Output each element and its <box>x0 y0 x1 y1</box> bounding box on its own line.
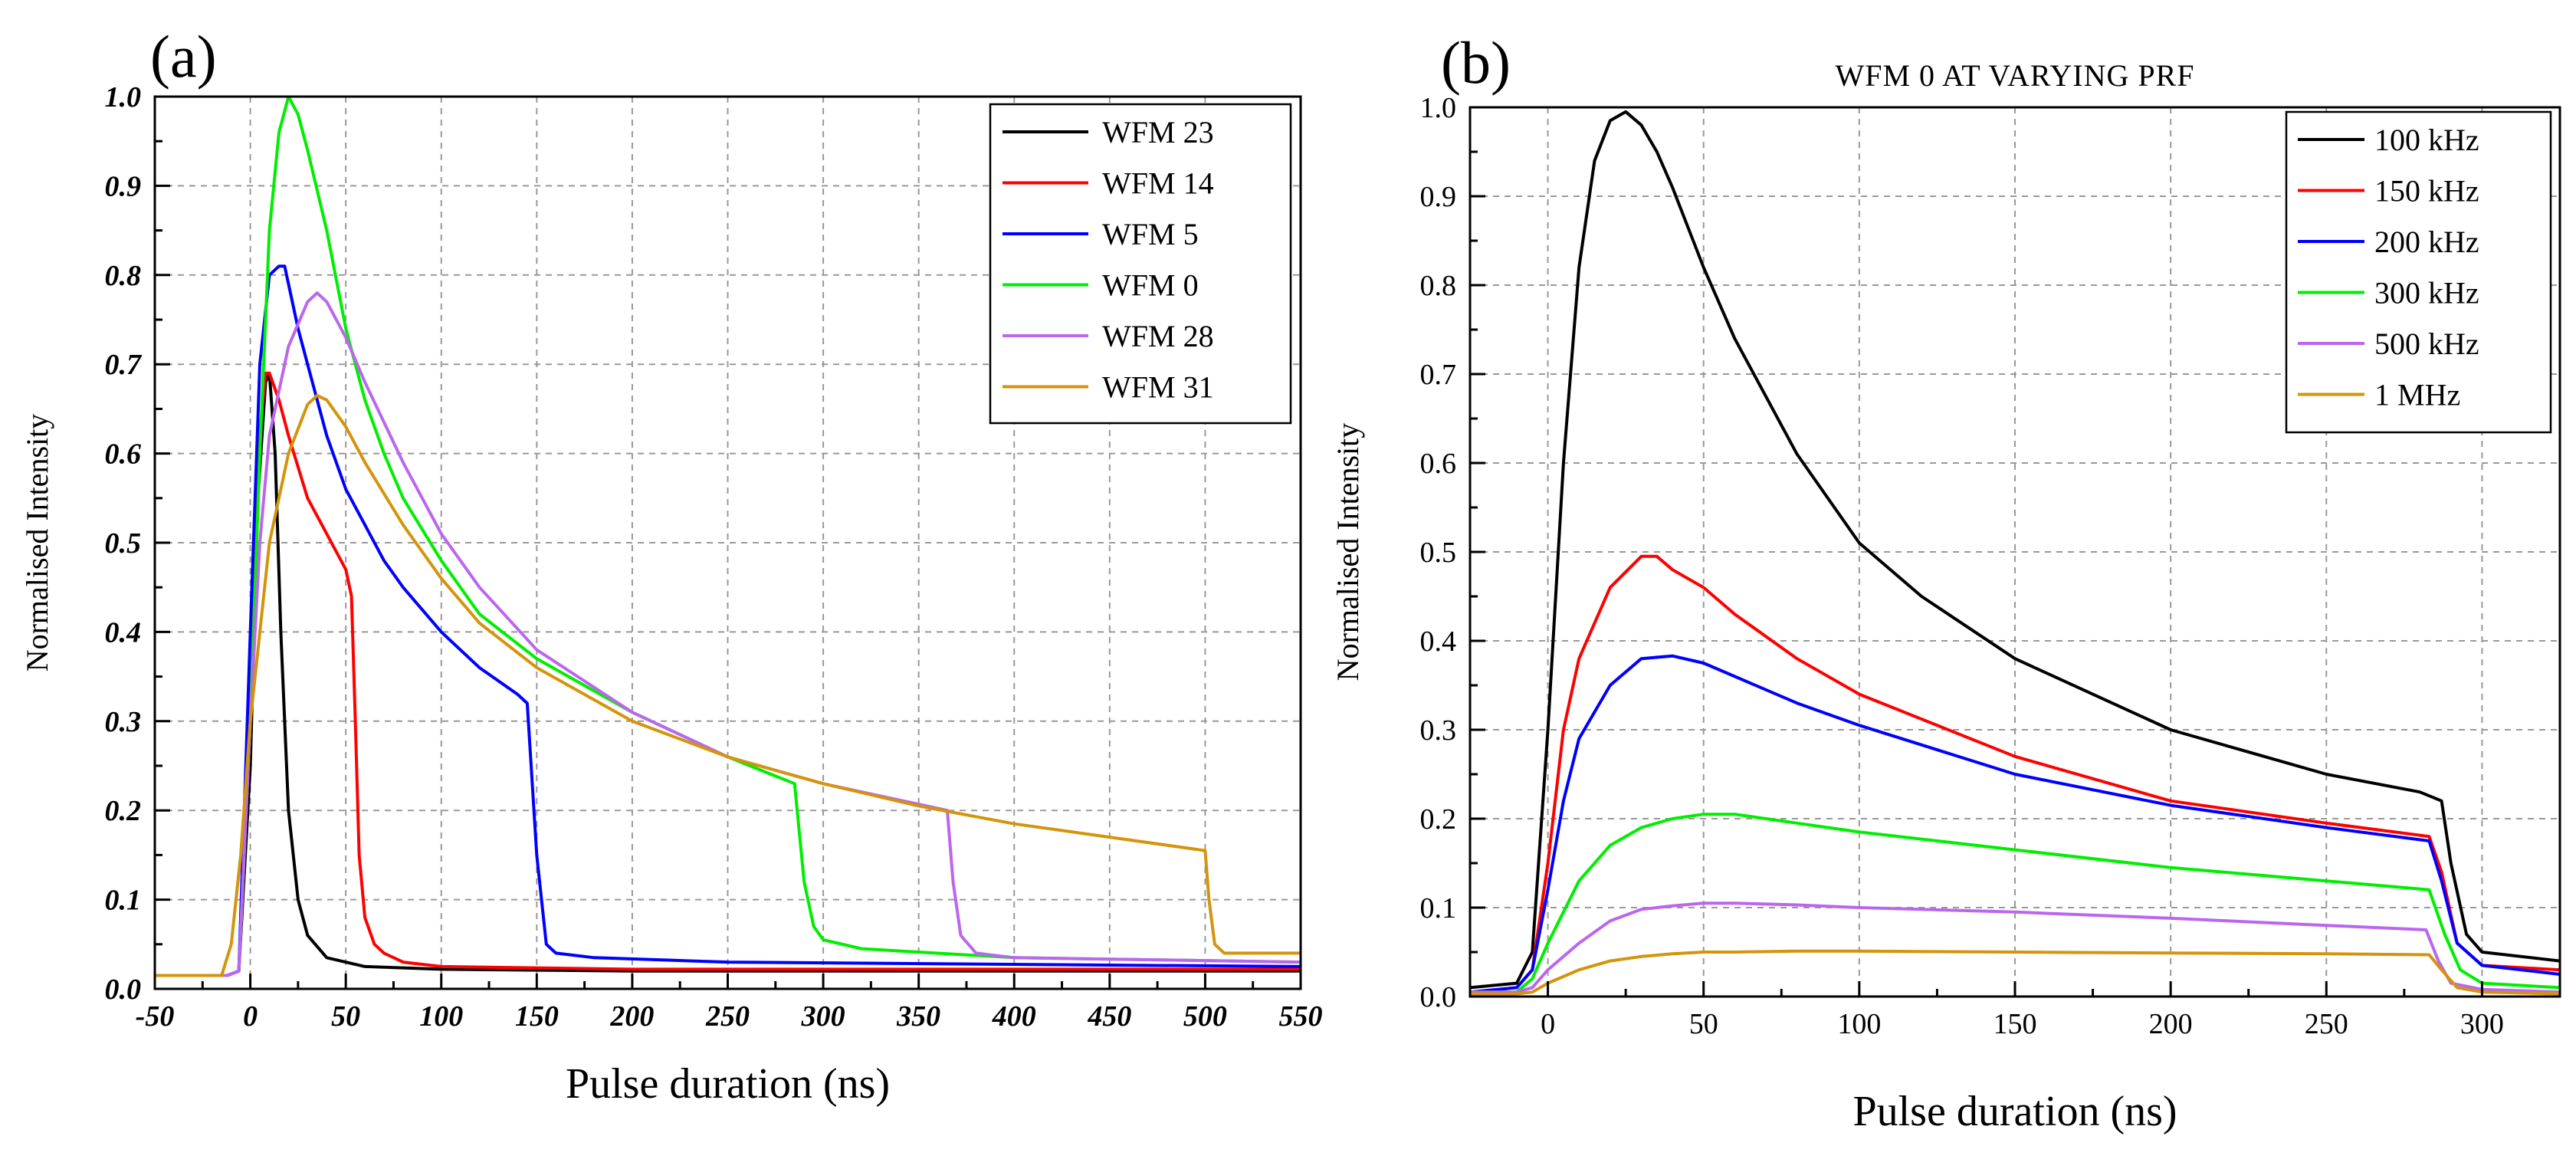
x-tick-label: 0 <box>1541 1008 1555 1040</box>
x-tick-label: 150 <box>1994 1008 2037 1040</box>
legend-label-3: 300 kHz <box>2374 276 2479 310</box>
x-tick-label: 500 <box>1183 1000 1227 1033</box>
y-tick-label: 0.9 <box>1420 181 1457 213</box>
y-tick-label: 0.6 <box>105 438 142 471</box>
series-line-2 <box>1470 654 2560 994</box>
y-tick-label: 0.2 <box>105 795 142 827</box>
series-group <box>155 97 1301 977</box>
y-tick-label: 0.4 <box>105 616 142 649</box>
y-tick-label: 0.0 <box>105 974 142 1006</box>
x-axis-title: Pulse duration (ns) <box>566 1060 890 1108</box>
y-tick-label: 0.2 <box>1420 803 1457 836</box>
x-tick-label: 50 <box>331 1000 360 1033</box>
series-line-0 <box>155 371 1301 977</box>
y-tick-label: 0.7 <box>105 349 143 381</box>
y-tick-label: 0.0 <box>1420 981 1457 1013</box>
y-tick-label: 0.9 <box>105 170 142 202</box>
chart-panel-a: -50 0 50 100 150 200 250 300 350 400 450 500 550 0.0 0… <box>20 23 1323 1108</box>
legend-box <box>2285 110 2552 434</box>
legend-label-2: WFM 5 <box>1102 217 1199 251</box>
x-tick-label: 350 <box>896 1000 940 1033</box>
chart-panel-b: 0 50 100 150 200 250 300 0.0 0.1 0.2 0.3 0.4 0.5 0.6 0… <box>1331 29 2561 1135</box>
x-tick-label: 150 <box>515 1000 559 1033</box>
series-line-5 <box>1470 949 2560 996</box>
x-tick-label: 100 <box>1837 1008 1881 1040</box>
y-axis-title: Normalised Intensity <box>1331 423 1365 681</box>
legend-label-4: 500 kHz <box>2374 327 2479 361</box>
y-axis-title: Normalised Intensity <box>20 414 54 672</box>
legend-label-5: 1 MHz <box>2374 378 2460 412</box>
x-tick-label: 250 <box>2305 1008 2348 1040</box>
chart-title: WFM 0 AT VARYING PRF <box>1835 58 2194 93</box>
series-line-4 <box>155 291 1301 977</box>
legend-box <box>989 103 1292 425</box>
x-tick-label: -50 <box>136 1000 175 1033</box>
legend-label-1: WFM 14 <box>1102 166 1214 201</box>
series-line-1 <box>1470 554 2560 994</box>
x-tick-label: 250 <box>705 1000 750 1033</box>
y-tick-label: 0.1 <box>1420 892 1457 924</box>
series-line-3 <box>1470 813 2560 994</box>
x-tick-label: 50 <box>1689 1008 1718 1040</box>
legend-label-1: 150 kHz <box>2374 174 2479 209</box>
y-tick-label: 0.3 <box>1420 714 1457 747</box>
x-tick-label: 200 <box>2149 1008 2193 1040</box>
series-line-2 <box>155 264 1301 977</box>
x-tick-label: 300 <box>2460 1008 2504 1040</box>
legend-label-3: WFM 0 <box>1102 268 1199 303</box>
series-line-0 <box>1470 110 2560 990</box>
y-tick-label: 0.8 <box>105 260 142 292</box>
series-line-4 <box>1470 901 2560 994</box>
series-line-5 <box>155 393 1301 977</box>
x-tick-label: 550 <box>1279 1000 1323 1033</box>
y-tick-label: 0.8 <box>1420 270 1457 302</box>
panel-label: (a) <box>150 23 217 90</box>
x-tick-label: 100 <box>419 1000 463 1033</box>
y-tick-label: 1.0 <box>105 81 142 113</box>
panel-label: (b) <box>1441 29 1511 96</box>
legend-label-0: WFM 23 <box>1102 115 1214 149</box>
legend-label-2: 200 kHz <box>2374 225 2479 259</box>
legend-label-4: WFM 28 <box>1102 319 1214 353</box>
x-tick-label: 400 <box>992 1000 1036 1033</box>
legend-label-5: WFM 31 <box>1102 370 1214 405</box>
y-tick-label: 0.5 <box>105 527 142 560</box>
legend-label-0: 100 kHz <box>2374 123 2479 157</box>
series-group <box>1470 110 2560 996</box>
y-tick-label: 0.7 <box>1420 359 1457 391</box>
x-axis-title: Pulse duration (ns) <box>1852 1088 2177 1135</box>
y-tick-label: 0.6 <box>1420 448 1457 480</box>
y-tick-label: 1.0 <box>1420 92 1457 124</box>
x-tick-label: 300 <box>801 1000 845 1033</box>
y-tick-label: 0.4 <box>1420 626 1457 658</box>
x-tick-label: 0 <box>243 1000 258 1033</box>
x-tick-label: 200 <box>609 1000 654 1033</box>
y-tick-label: 0.5 <box>1420 537 1457 569</box>
series-line-3 <box>155 97 1301 977</box>
y-tick-label: 0.1 <box>105 885 142 917</box>
x-tick-label: 450 <box>1087 1000 1131 1033</box>
y-tick-label: 0.3 <box>105 706 142 738</box>
